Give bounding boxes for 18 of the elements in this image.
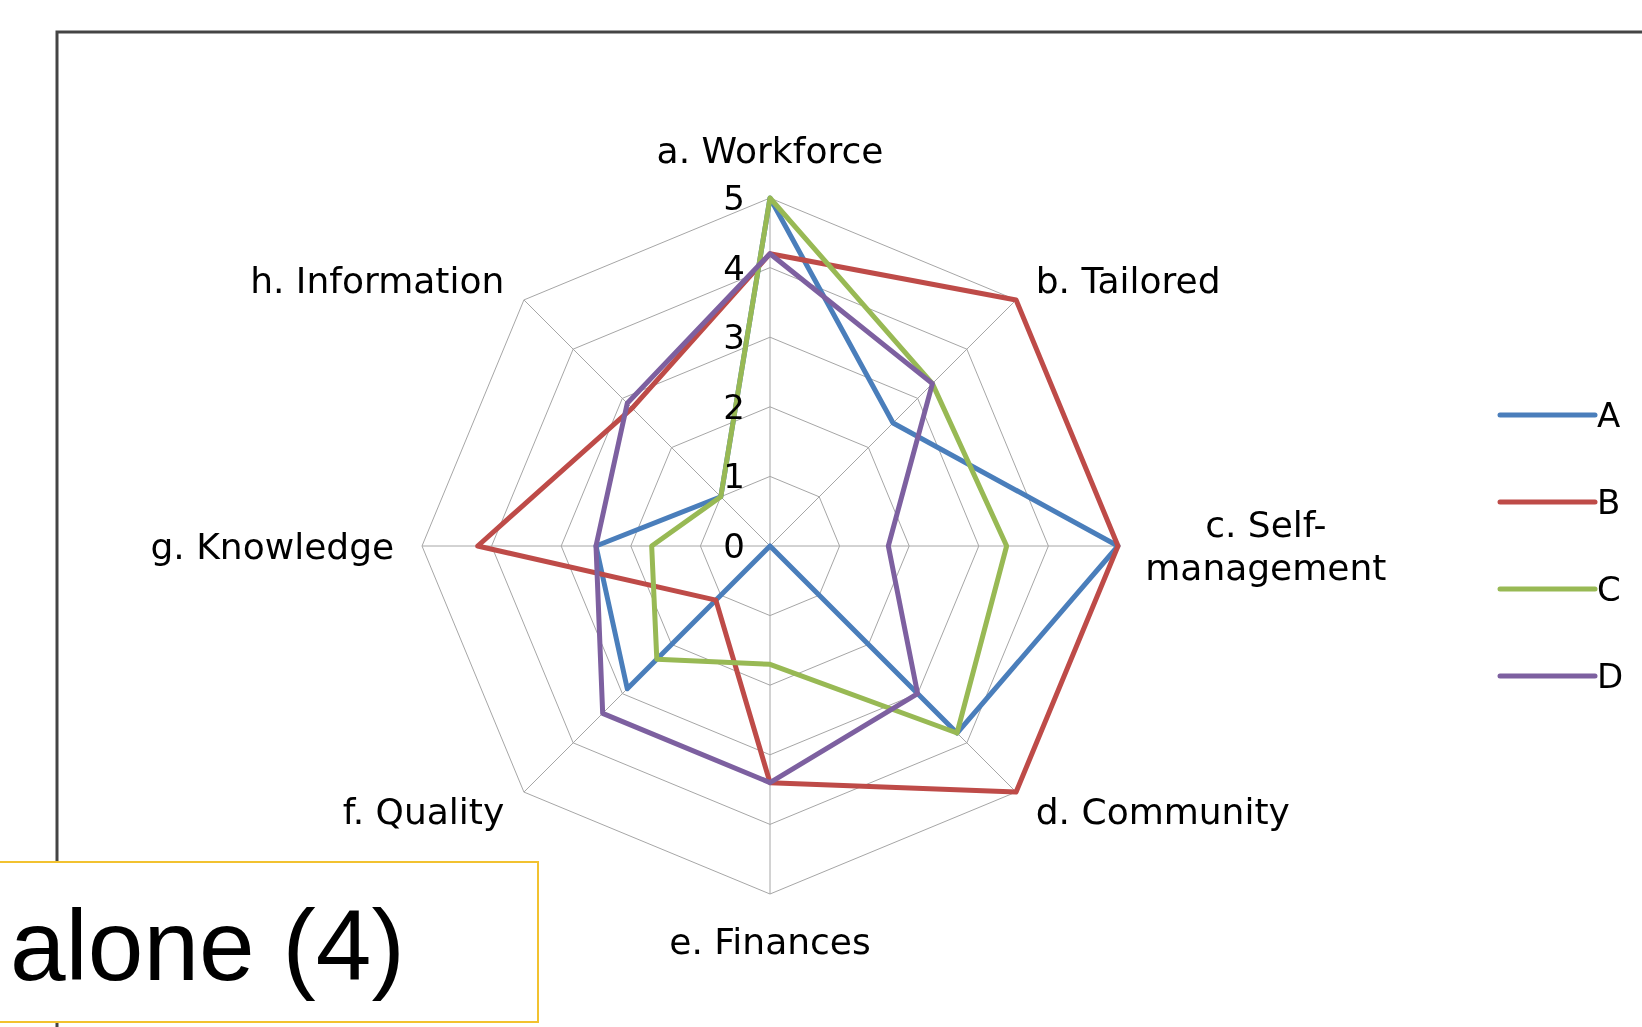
spoke-label: d. Community <box>1035 791 1290 833</box>
spoke-label: a. Workforce <box>656 129 884 171</box>
spoke-label: c. Self-management <box>1145 504 1387 589</box>
y-tick-label: 3 <box>723 317 745 358</box>
y-tick-label: 1 <box>723 456 745 497</box>
legend-label: A <box>1597 394 1621 435</box>
y-tick-label: 4 <box>723 247 745 288</box>
legend-label: D <box>1597 655 1624 696</box>
spoke-label: h. Information <box>250 259 505 301</box>
text: alone (4) <box>10 889 405 1001</box>
y-tick-label: 0 <box>723 525 745 566</box>
spoke-label: f. Quality <box>342 791 505 833</box>
legend-label: B <box>1597 481 1621 522</box>
spoke-label: b. Tailored <box>1035 259 1221 301</box>
legend-label: C <box>1597 568 1621 609</box>
spoke-label: g. Knowledge <box>150 525 395 567</box>
spoke-label: e. Finances <box>669 921 871 963</box>
y-tick-label: 5 <box>723 177 745 218</box>
